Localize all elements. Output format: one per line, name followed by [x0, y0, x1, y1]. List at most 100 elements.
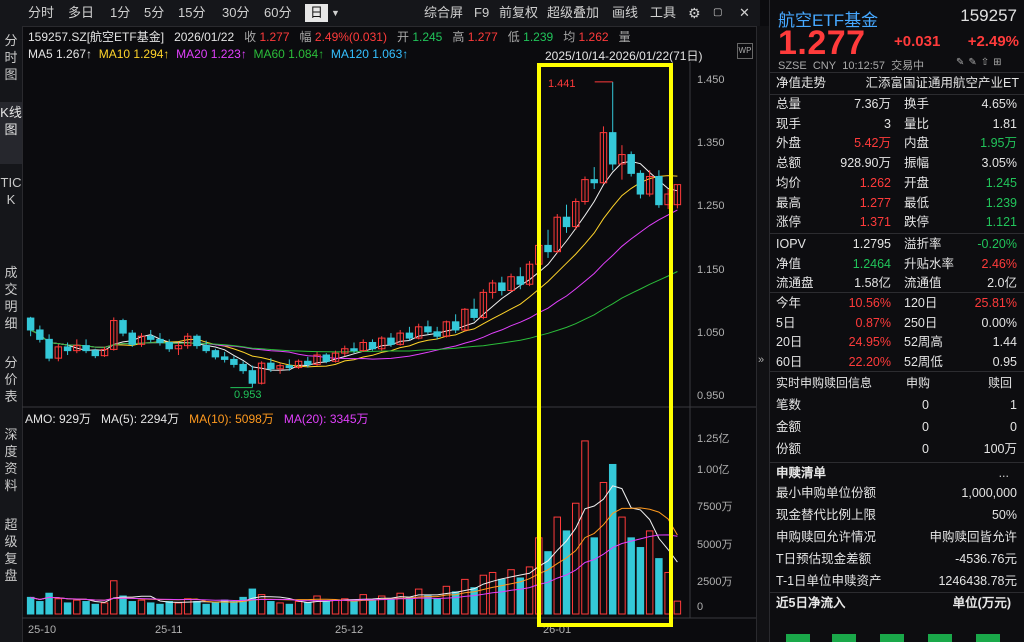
nav-trend-row[interactable]: 净值走势 汇添富国证通用航空产业ET — [776, 74, 1019, 93]
tab-intraday[interactable]: 分时 — [28, 5, 55, 20]
close-icon[interactable]: ✕ — [739, 5, 750, 20]
tab-1min[interactable]: 1分 — [110, 5, 131, 20]
composite-screen-button[interactable]: 综合屏 — [424, 5, 464, 20]
tab-30min[interactable]: 30分 — [222, 5, 250, 20]
stat-value: 1.44 — [992, 335, 1017, 350]
volume-bar — [414, 588, 423, 615]
close-label: 收 — [244, 30, 257, 44]
kline-chart[interactable] — [22, 62, 756, 642]
candle-body — [461, 308, 469, 331]
net-inflow-unit: 单位(万元) — [952, 596, 1011, 610]
redeem-row: 份额 0 100万 — [776, 440, 1019, 459]
panel-collapse-strip[interactable]: » — [756, 26, 769, 642]
tab-daily[interactable]: 日 — [305, 4, 329, 22]
redeem-header-sell: 赎回 — [988, 376, 1013, 390]
nav-price-table[interactable]: 分价表 — [4, 355, 18, 404]
nav-intraday-chart[interactable]: 分时图 — [4, 33, 18, 82]
low-label: 低 — [507, 30, 520, 44]
volume-bar — [91, 603, 100, 615]
vol-ma10-legend: MA(10): 5098万 — [189, 412, 274, 426]
list-label: T日预估现金差额 — [776, 552, 872, 566]
volume-bar — [100, 602, 109, 615]
ma60-legend: MA60 1.084↑ — [253, 47, 325, 61]
stat-value: 3.05% — [981, 156, 1017, 171]
stat-value: 1.2464 — [852, 256, 891, 271]
volume-bar — [350, 601, 358, 615]
candle-body — [276, 365, 284, 370]
stat-label: IOPV — [776, 237, 806, 251]
tab-15min[interactable]: 15分 — [178, 5, 206, 20]
open-label: 开 — [396, 30, 409, 44]
nav-tick[interactable]: TICK — [0, 175, 22, 207]
stat-label: 20日 — [776, 335, 803, 350]
volume-bar — [183, 598, 192, 615]
stat-row: 总额 928.90万 振幅 3.05% — [776, 154, 1019, 173]
draw-line-button[interactable]: 画线 — [612, 5, 639, 20]
redeem-list-header: 申赎清单 ... — [776, 464, 1019, 483]
candle-body — [479, 291, 488, 318]
stat-label: 溢折率 — [904, 237, 942, 251]
stat-label: 量比 — [904, 116, 930, 131]
super-overlay-button[interactable]: 超级叠加 — [547, 5, 600, 20]
volume-bar — [276, 602, 284, 615]
restore-icon[interactable]: ▢ — [713, 7, 723, 18]
volume-bar — [424, 595, 432, 615]
candle-body — [562, 216, 571, 228]
list-label: 申购赎回允许情况 — [776, 530, 877, 544]
volume-bar — [146, 602, 155, 615]
candle-body — [128, 332, 136, 345]
candle-body — [405, 332, 414, 339]
candle-body — [377, 337, 386, 350]
candle-body — [544, 244, 552, 253]
stat-label: 升贴水率 — [904, 256, 955, 271]
period-dropdown-icon[interactable]: ▼ — [331, 8, 340, 18]
candle-body — [202, 345, 210, 352]
expand-arrow-icon[interactable]: » — [758, 354, 765, 366]
fund-full-name: 汇添富国证通用航空产业ET — [865, 76, 1019, 90]
candle-body — [183, 335, 192, 347]
window-mode-icon[interactable]: WP — [737, 43, 753, 59]
tab-60min[interactable]: 60分 — [264, 5, 292, 20]
nav-trend-label[interactable]: 净值走势 — [776, 76, 827, 90]
nav-trade-detail[interactable]: 成交明细 — [4, 265, 18, 331]
inflow-bar-4 — [928, 634, 952, 642]
stat-row: 均价 1.262 开盘 1.245 — [776, 174, 1019, 193]
tools-button[interactable]: 工具 — [650, 5, 677, 20]
chart-grid — [22, 62, 756, 619]
volume-bar — [294, 601, 303, 615]
tab-5min[interactable]: 5分 — [144, 5, 165, 20]
forward-adjust-button[interactable]: 前复权 — [499, 5, 539, 20]
volume-bar — [193, 601, 201, 615]
price-tick-1450: 1.450 — [697, 74, 725, 86]
redeem-buy: 0 — [922, 442, 929, 456]
currency: CNY — [812, 60, 837, 72]
redeem-label: 金额 — [776, 420, 802, 434]
stat-row: 净值 1.2464 升贴水率 2.46% — [776, 255, 1019, 274]
fund-name: 航空ETF基金 — [778, 11, 879, 30]
candle-body — [488, 282, 497, 293]
list-value: 1246438.78元 — [938, 574, 1017, 588]
candle-body — [498, 282, 506, 291]
ma20-legend: MA20 1.223↑ — [176, 47, 247, 61]
settings-gear-icon[interactable]: ⚙ — [688, 5, 701, 21]
nav-depth-info[interactable]: 深度资料 — [4, 427, 18, 493]
volume-bar — [230, 601, 238, 615]
redeem-list-more-icon[interactable]: ... — [998, 466, 1009, 480]
volume-bar — [322, 601, 331, 615]
vol-tick-7500: 7500万 — [697, 501, 733, 513]
vol-ma5-legend: MA(5): 2294万 — [101, 412, 180, 426]
candle-body — [110, 320, 118, 350]
volume-bar — [433, 598, 441, 615]
candle-body — [322, 354, 331, 362]
stat-value: 1.95万 — [980, 136, 1017, 151]
redeem-list-row: 最小申购单位份额 1,000,000 — [776, 484, 1019, 503]
candle-body — [137, 335, 146, 345]
candle-body — [156, 338, 164, 343]
panel-tool-icons[interactable]: ✎✎⇧⊞ — [956, 57, 1006, 68]
f9-button[interactable]: F9 — [474, 5, 490, 20]
nav-super-review[interactable]: 超级复盘 — [4, 517, 18, 583]
list-value: -4536.76元 — [955, 552, 1017, 566]
stat-label: 流通盘 — [776, 276, 814, 291]
tab-multiday[interactable]: 多日 — [68, 5, 95, 20]
nav-kline-chart[interactable]: K线图 — [0, 102, 22, 164]
